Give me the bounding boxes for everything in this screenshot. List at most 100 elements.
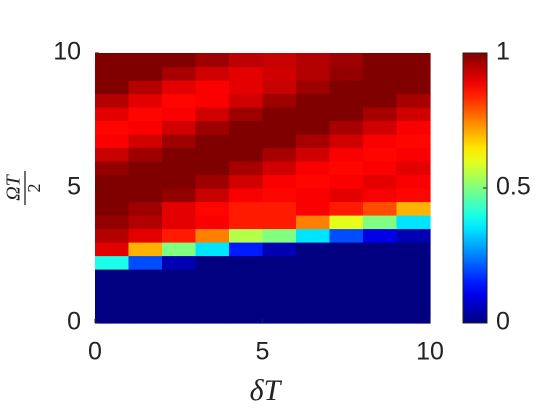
heat-cell <box>195 242 230 257</box>
heat-cell <box>363 134 398 149</box>
heat-cell <box>396 107 431 122</box>
heat-cell <box>95 107 130 122</box>
heat-cell <box>296 215 331 230</box>
heat-cell <box>329 174 364 189</box>
heat-cell <box>229 120 264 135</box>
heat-cell <box>329 255 364 270</box>
heat-cell <box>128 309 163 324</box>
heat-cell <box>229 269 264 284</box>
heat-cell <box>95 134 130 149</box>
heat-cell <box>262 53 297 68</box>
heat-cell <box>296 228 331 243</box>
heat-cell <box>128 215 163 230</box>
heat-cell <box>363 174 398 189</box>
heat-cell <box>195 174 230 189</box>
heat-cell <box>363 201 398 216</box>
heat-cell <box>128 66 163 81</box>
heat-cell <box>95 53 130 68</box>
heat-cell <box>162 120 197 135</box>
heat-cell <box>229 242 264 257</box>
heat-cell <box>195 269 230 284</box>
heat-cell <box>195 107 230 122</box>
heat-cell <box>229 93 264 108</box>
heat-cell <box>95 161 130 176</box>
heat-cell <box>195 215 230 230</box>
heat-cell <box>296 53 331 68</box>
heat-cell <box>396 134 431 149</box>
heat-cell <box>128 134 163 149</box>
heat-cell <box>95 282 130 297</box>
heat-cell <box>363 161 398 176</box>
colorbar-tick-label: 1 <box>496 38 510 66</box>
colorbar-tick-label: 0.5 <box>496 173 531 201</box>
heat-cell <box>363 269 398 284</box>
heat-cell <box>128 93 163 108</box>
heat-cell <box>262 120 297 135</box>
y-axis-label: ΩT 2 <box>3 171 44 205</box>
heat-cell <box>363 282 398 297</box>
heat-cell <box>162 80 197 95</box>
heat-cell <box>95 174 130 189</box>
heat-cell <box>128 201 163 216</box>
heat-cell <box>95 120 130 135</box>
heat-cell <box>329 269 364 284</box>
heat-cell <box>162 134 197 149</box>
heat-cell <box>128 147 163 162</box>
heat-cell <box>396 147 431 162</box>
heat-cell <box>296 120 331 135</box>
heat-cell <box>229 282 264 297</box>
heat-cell <box>262 134 297 149</box>
heat-cell <box>128 282 163 297</box>
heat-cell <box>128 188 163 203</box>
heat-cell <box>363 188 398 203</box>
heat-cell <box>229 107 264 122</box>
y-tick-label: 5 <box>67 173 81 201</box>
heat-cell <box>396 161 431 176</box>
heat-cell <box>363 228 398 243</box>
heat-cell <box>396 242 431 257</box>
heat-cell <box>195 255 230 270</box>
x-tick-label: 0 <box>88 338 102 366</box>
heat-cell <box>195 147 230 162</box>
heat-cell <box>195 134 230 149</box>
heat-cell <box>363 53 398 68</box>
heat-cell <box>296 80 331 95</box>
heat-cell <box>95 228 130 243</box>
heat-cell <box>262 228 297 243</box>
heat-cell <box>396 66 431 81</box>
heat-cell <box>262 296 297 311</box>
heat-cell <box>128 242 163 257</box>
y-label-numerator: ΩT <box>3 173 25 200</box>
heat-cell <box>162 188 197 203</box>
heat-cell <box>396 93 431 108</box>
heat-cell <box>262 242 297 257</box>
heat-cell <box>229 309 264 324</box>
heat-cell <box>262 309 297 324</box>
heat-cell <box>329 201 364 216</box>
heat-cell <box>162 309 197 324</box>
heat-cell <box>262 147 297 162</box>
heat-cell <box>396 120 431 135</box>
heat-cell <box>195 53 230 68</box>
heat-cell <box>363 215 398 230</box>
heat-cell <box>329 53 364 68</box>
heat-cell <box>363 255 398 270</box>
heat-cell <box>262 107 297 122</box>
heat-cell <box>363 120 398 135</box>
heat-cell <box>95 255 130 270</box>
y-label-denominator: 2 <box>24 184 44 193</box>
y-tick-label: 10 <box>53 38 81 66</box>
heat-cell <box>396 255 431 270</box>
heat-cell <box>195 93 230 108</box>
heat-cell <box>262 93 297 108</box>
heat-cell <box>262 161 297 176</box>
heat-cell <box>195 120 230 135</box>
heat-cell <box>262 66 297 81</box>
heat-cell <box>363 242 398 257</box>
heat-cell <box>296 201 331 216</box>
heat-cell <box>128 296 163 311</box>
heat-cell <box>229 147 264 162</box>
heat-cell <box>229 228 264 243</box>
heat-cell <box>195 80 230 95</box>
